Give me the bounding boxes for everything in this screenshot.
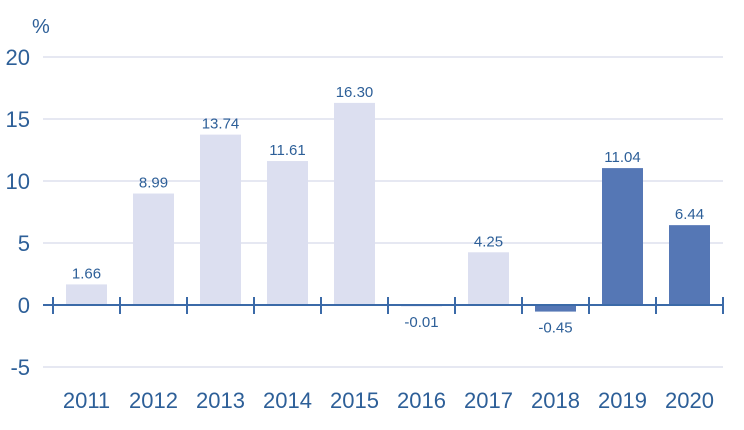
x-tick-label: 2016	[397, 388, 446, 413]
bar-2017	[468, 252, 509, 305]
x-tick-label: 2017	[464, 388, 513, 413]
x-tick-label: 2011	[63, 388, 110, 413]
bar-2011	[66, 284, 107, 305]
y-tick-label: 15	[6, 107, 30, 132]
y-tick-label: 20	[6, 45, 30, 70]
x-tick-label: 2014	[263, 388, 312, 413]
x-tick-label: 2012	[129, 388, 178, 413]
x-tick-label: 2018	[531, 388, 580, 413]
bar-2012	[133, 193, 174, 305]
x-tick-label: 2019	[598, 388, 647, 413]
data-label: -0.01	[404, 314, 438, 331]
y-tick-label: 5	[18, 231, 30, 256]
x-tick-label: 2015	[330, 388, 379, 413]
data-label: 1.66	[72, 265, 101, 282]
bar-2020	[669, 225, 710, 305]
bar-2013	[200, 134, 241, 305]
bar-2019	[602, 168, 643, 305]
data-label: 8.99	[139, 175, 168, 192]
data-label: 13.74	[202, 116, 240, 133]
x-tick-label: 2020	[665, 388, 714, 413]
data-label: 11.61	[269, 142, 305, 159]
bar-2015	[334, 102, 375, 305]
bar-2018	[535, 306, 576, 312]
data-label: -0.45	[538, 320, 572, 337]
bar-2014	[267, 161, 308, 305]
y-tick-label: 10	[6, 169, 30, 194]
data-label: 16.30	[336, 84, 374, 101]
x-tick-label: 2013	[196, 388, 245, 413]
y-tick-label: 0	[18, 293, 30, 318]
data-label: 4.25	[474, 233, 503, 250]
data-label: 6.44	[675, 206, 704, 223]
y-axis-label: %	[32, 16, 50, 38]
data-label: 11.04	[604, 149, 640, 166]
y-tick-label: -5	[10, 355, 30, 380]
bar-2016	[401, 306, 442, 307]
